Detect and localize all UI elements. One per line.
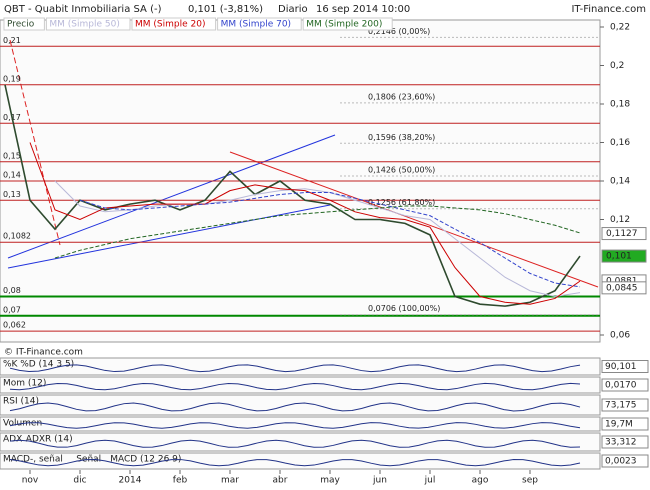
legend-box [3,17,45,31]
y-tick-label: 0,12 [610,215,630,225]
trend-line [229,151,599,288]
price-box [601,227,647,241]
indicator-value-box [601,398,649,412]
series-line [29,142,581,305]
indicator-value: 73,175 [605,401,637,411]
level-label: 0,14 [3,171,21,180]
level-label: 0,08 [3,286,21,295]
fib-label: 0,0706 (100,00%) [368,304,440,313]
fib-label: 0,1806 (23,60%) [368,92,435,101]
trend-line [7,204,331,269]
indicator-label: MACD (12 26 9) [110,455,181,465]
x-tick-label: jun [372,476,387,486]
level-label: 0,21 [3,36,21,45]
indicator-label: %K [3,360,19,370]
trend-line [9,39,61,246]
price: 0,101 (-3,81%) [188,4,263,15]
indicator-line [9,364,581,373]
x-tick-label: sep [522,476,538,486]
indicator-label: ADX [3,435,22,445]
indicator-value-box [601,417,649,431]
legend-box [217,17,302,31]
source: IT-Finance.com [571,4,646,15]
series-line [79,192,581,288]
x-tick-label: abr [273,476,288,486]
copyright: © IT-Finance.com [4,348,83,358]
fib-label: 0,2146 (0,00%) [368,27,430,36]
level-label: 0,062 [3,321,26,330]
legend-box [45,17,131,31]
series-line [4,84,581,307]
indicator-value: 90,101 [605,362,637,372]
y-tick-label: 0,16 [610,138,630,148]
series-line [54,180,581,298]
indicator-label: ADXR (14) [26,435,73,445]
indicator-value-box [601,454,649,468]
period: Diario [278,4,308,15]
date: 16 sep 2014 10:00 [316,4,410,15]
y-tick-label: 0,22 [610,23,630,33]
x-tick-label: ago [472,476,489,486]
y-tick-label: 0,14 [610,177,630,187]
x-tick-label: 2014 [119,476,142,486]
indicator-value: 0,0170 [605,381,637,391]
fib-label: 0,1426 (50,00%) [368,165,435,174]
indicator-line [9,422,581,429]
legend-entry: MM (Simple 200) [306,20,382,30]
y-tick-label: 0,06 [610,331,630,341]
x-tick-label: may [320,476,340,486]
indicator-value-box [601,378,649,392]
level-label: 0,13 [3,190,21,199]
x-tick-label: mar [221,476,239,486]
y-tick-label: 0,2 [610,61,624,71]
indicator-panel [0,394,601,416]
level-label: 0,07 [3,305,21,314]
price-label: 0,1127 [606,229,638,239]
indicator-label: %D (14 3 5) [20,360,74,370]
indicator-line [9,439,581,448]
fib-label: 0,1256 (61,80%) [368,198,435,207]
price-box [601,249,647,263]
indicator-value: 0,0023 [605,457,637,467]
trend-line [7,134,336,259]
price-label: 0,101 [606,252,632,262]
indicator-value-box [601,435,649,449]
x-tick-label: jul [424,476,436,486]
legend-entry: MM (Simple 70) [221,20,291,30]
indicator-line [9,382,581,391]
title: QBT - Quabit Inmobiliaria SA (-) [4,4,162,15]
indicator-label: MACD-, señal [3,455,63,465]
series-line [54,205,581,259]
fib-label: 0,1596 (38,20%) [368,133,435,142]
level-label: 0,1082 [3,232,31,241]
x-tick-label: dic [73,476,86,486]
indicator-value-box [601,360,649,373]
x-tick-label: feb [173,476,188,486]
price-label: 0,0845 [606,283,638,293]
level-label: 0,15 [3,151,21,160]
indicator-line [9,402,581,412]
legend-entry: MM (Simple 20) [135,20,205,30]
y-tick-label: 0,18 [610,100,630,110]
indicator-label: RSI (14) [3,397,39,407]
indicator-panel [0,432,601,452]
legend-entry: MM (Simple 50) [49,20,119,30]
level-label: 0,19 [3,74,21,83]
indicator-line [9,459,581,467]
legend-entry: Precio [7,20,35,30]
indicator-panel [0,452,601,470]
indicator-value: 33,312 [605,438,637,448]
indicator-value: 19,7M [605,420,633,430]
x-tick-label: nov [22,476,39,486]
price-box [601,281,647,295]
legend-box [131,17,217,31]
indicator-label: Mom (12) [3,379,46,389]
legend-box [302,17,393,31]
